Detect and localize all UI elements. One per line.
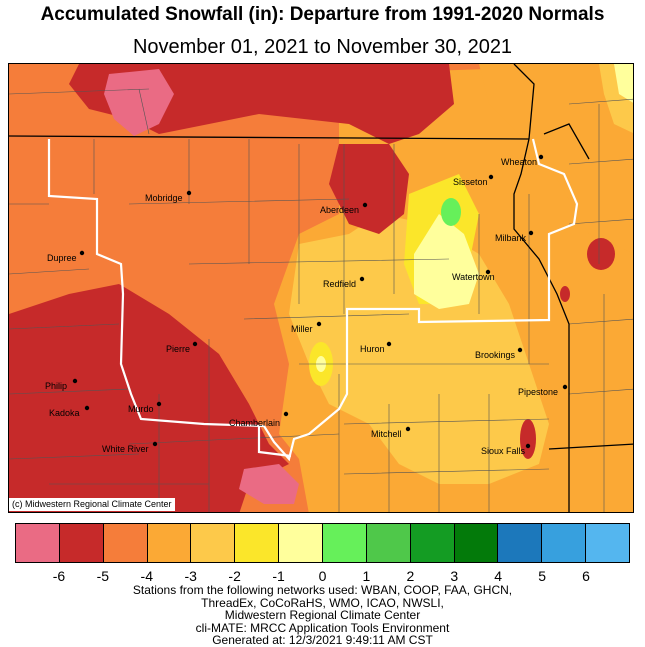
legend-tick-label: -1 <box>272 568 285 584</box>
contour-zero-watertown <box>414 214 479 309</box>
footer-line-networks: Stations from the following networks use… <box>132 583 513 597</box>
city-dot <box>538 154 544 160</box>
city-dot <box>525 443 531 449</box>
city-label: Wheaton <box>501 157 537 167</box>
city-dot <box>186 190 192 196</box>
city-label: White River <box>102 444 149 454</box>
city-dot <box>316 321 322 327</box>
city-dot <box>485 269 491 275</box>
legend-tick-label: 0 <box>318 568 327 584</box>
footer-line-mrcc: Midwestern Regional Climate Center <box>224 608 421 622</box>
contour-minus5-west <box>9 284 289 512</box>
contour-minus5-east <box>587 238 615 270</box>
city-dot <box>386 341 392 347</box>
legend-tick-label: 3 <box>450 568 459 584</box>
legend-swatch <box>103 524 148 562</box>
legend-tick-label: 4 <box>494 568 503 584</box>
legend-tick-label: 6 <box>582 568 590 584</box>
city-label: Brookings <box>475 350 516 360</box>
copyright-credit: (c) Midwestern Regional Climate Center <box>9 498 175 511</box>
legend-swatch <box>366 524 411 562</box>
footer-line-networks-cont: ThreadEx, CoCoRaHS, WMO, ICAO, NWSLI, <box>201 595 444 610</box>
map-subtitle: November 01, 2021 to November 30, 2021 <box>132 36 513 58</box>
legend-swatch <box>147 524 192 562</box>
legend-tick-label: -2 <box>228 568 241 584</box>
city-label: Kadoka <box>49 408 80 418</box>
contour-minus2-center <box>289 214 549 484</box>
footer-line-climate: cli-MATE: MRCC Application Tools Environ… <box>195 620 450 635</box>
city-label: Dupree <box>47 253 77 263</box>
legend-swatch <box>454 524 499 562</box>
contour-minus6-south <box>239 464 299 504</box>
city-dot <box>362 202 368 208</box>
legend-swatch <box>279 524 324 562</box>
city-label: Murdo <box>128 404 154 414</box>
legend-tick-label: 2 <box>406 568 415 584</box>
city-label: Aberdeen <box>320 205 359 215</box>
legend-swatch <box>59 524 104 562</box>
contour-minus5-aberdeen <box>329 144 409 234</box>
city-label: Philip <box>45 381 67 391</box>
city-label: Redfield <box>323 279 356 289</box>
legend-swatch <box>586 524 630 562</box>
contour-minus5-siouxfalls <box>520 419 536 459</box>
city-label: Pierre <box>166 344 190 354</box>
map-title: Accumulated Snowfall (in): Departure fro… <box>40 4 605 25</box>
legend-tick-label: 5 <box>538 568 547 584</box>
city-markers: Wheaton Sisseton Mobridge Aberdeen Milbank Du… <box>45 154 568 456</box>
city-label: Chamberlain <box>229 418 280 428</box>
legend-ticks: -6 -5 -4 -3 -2 -1 0 1 2 3 4 5 6 <box>0 568 645 586</box>
city-dot <box>152 441 158 447</box>
city-dot <box>72 378 78 384</box>
footer-line-generated: Generated at: 12/3/2021 9:49:11 AM CST <box>212 633 433 647</box>
map-canvas: Wheaton Sisseton Mobridge Aberdeen Milbank Du… <box>9 64 633 512</box>
city-label: Mobridge <box>145 193 183 203</box>
forecast-area-boundary <box>47 138 579 462</box>
city-dot <box>192 341 198 347</box>
footer-notes: Stations from the following networks use… <box>0 584 645 647</box>
color-scale-legend <box>15 523 630 563</box>
city-dot <box>359 276 365 282</box>
state-boundaries <box>9 64 633 512</box>
city-dot <box>84 405 90 411</box>
contour-minus5-small <box>560 286 570 302</box>
city-label: Huron <box>360 344 385 354</box>
legend-tick-label: 1 <box>362 568 371 584</box>
legend-tick-label: -3 <box>184 568 197 584</box>
legend-swatch <box>498 524 543 562</box>
legend-swatch <box>235 524 280 562</box>
city-label: Pipestone <box>518 387 558 397</box>
legend-swatch <box>16 524 60 562</box>
contour-plus1-sisseton <box>441 198 461 226</box>
legend-tick-label: -4 <box>140 568 153 584</box>
legend-tick-label: -6 <box>52 568 66 584</box>
city-dot <box>528 230 534 236</box>
city-label: Sisseton <box>453 177 488 187</box>
contour-zero-northeast-corner <box>614 64 633 103</box>
city-dot <box>405 426 411 432</box>
legend-swatch <box>191 524 236 562</box>
contour-minus6-north <box>104 69 174 136</box>
legend-swatch <box>410 524 455 562</box>
city-dot <box>488 174 494 180</box>
legend-swatch <box>542 524 587 562</box>
city-label: Mitchell <box>371 429 402 439</box>
snowfall-departure-map: Wheaton Sisseton Mobridge Aberdeen Milbank Du… <box>8 63 634 513</box>
county-boundaries <box>9 88 633 512</box>
city-dot <box>517 347 523 353</box>
city-dot <box>79 250 85 256</box>
city-label: Miller <box>291 324 313 334</box>
city-dot <box>283 411 289 417</box>
city-dot <box>156 401 162 407</box>
city-label: Milbank <box>495 233 527 243</box>
legend-tick-label: -5 <box>96 568 110 584</box>
legend-swatch <box>323 524 367 562</box>
city-label: Sioux Falls <box>481 446 526 456</box>
contour-minus3-northeast <box>479 64 633 254</box>
city-label: Watertown <box>452 272 495 282</box>
city-dot <box>562 384 568 390</box>
